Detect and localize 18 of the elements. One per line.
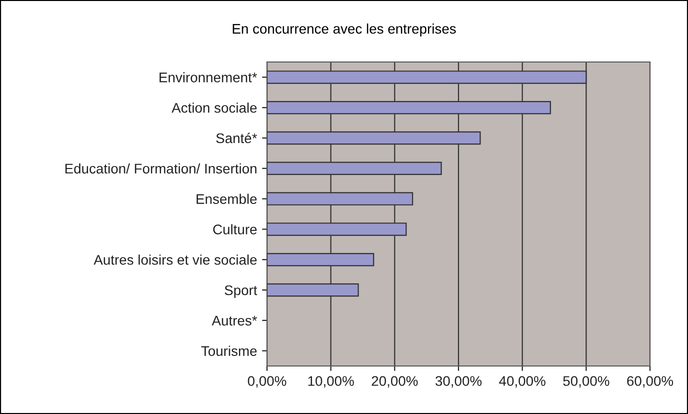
- y-tick-label: Culture: [213, 224, 257, 234]
- x-tick-label: 10,00%: [308, 376, 354, 388]
- y-tick-label: Autres loisirs et vie sociale: [94, 254, 257, 265]
- x-tick-label: 20,00%: [372, 376, 418, 388]
- y-tick-label: Tourisme: [201, 346, 257, 356]
- x-tick-label: 0,00%: [248, 376, 286, 388]
- y-tick-label: Autres*: [212, 316, 258, 326]
- y-tick-label: Ensemble: [196, 194, 257, 204]
- x-tick-label: 30,00%: [435, 376, 482, 388]
- x-tick-label: 40,00%: [499, 376, 546, 388]
- y-tick-label: Environnement*: [160, 72, 258, 82]
- chart-title: En concurrence avec les entreprises: [232, 24, 456, 36]
- y-tick-label: Sport: [224, 285, 258, 298]
- x-tick-label: 50,00%: [563, 376, 610, 388]
- y-tick-label: Action sociale: [172, 102, 257, 113]
- x-tick-label: 60,00%: [627, 376, 674, 388]
- y-tick-label: Santé*: [216, 132, 258, 144]
- y-tick-label: Education/ Formation/ Insertion: [65, 163, 256, 174]
